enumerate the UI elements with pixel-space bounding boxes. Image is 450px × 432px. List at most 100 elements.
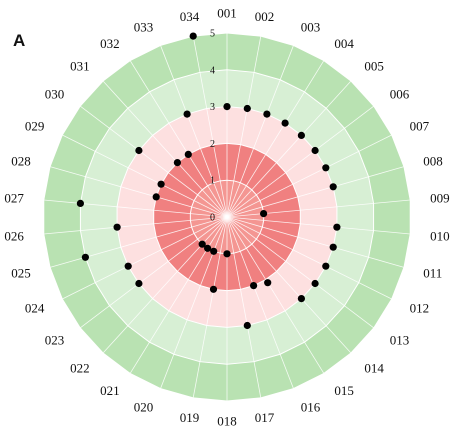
- data-point-033: [183, 110, 191, 118]
- category-labels: 001 0020030040050060070080090100110120130…: [4, 6, 449, 429]
- category-label-034: 034: [180, 9, 200, 24]
- spoke-030: [79, 105, 228, 218]
- data-point-002: [243, 104, 251, 113]
- tick-label-3: 3: [210, 102, 215, 113]
- data-point-022: [198, 240, 206, 248]
- spoke-007: [226, 134, 392, 218]
- category-label-008: 008: [423, 154, 443, 169]
- category-label-004: 004: [334, 36, 354, 51]
- panel-letter: A: [13, 31, 25, 50]
- data-point-016: [250, 282, 258, 290]
- category-label-015: 015: [334, 383, 354, 398]
- spoke-024: [62, 216, 228, 300]
- spoke-019: [192, 216, 228, 398]
- spoke-011: [226, 216, 405, 268]
- radar-grid: [43, 32, 411, 402]
- category-label-003: 003: [301, 19, 321, 34]
- category-label-017: 017: [255, 410, 275, 425]
- data-point-012: [322, 262, 330, 270]
- category-label-022: 022: [70, 360, 90, 375]
- category-label-018: 018: [217, 414, 237, 429]
- spoke-014: [226, 216, 352, 354]
- spoke-003: [226, 45, 294, 218]
- category-label-021: 021: [100, 383, 120, 398]
- tick-label-0: 0: [210, 213, 215, 224]
- data-point-004: [281, 119, 289, 127]
- data-point-027: [76, 199, 84, 207]
- spoke-026: [43, 216, 228, 235]
- spoke-034: [192, 36, 228, 218]
- data-point-024: [124, 262, 132, 270]
- category-label-013: 013: [390, 332, 410, 347]
- data-point-013: [311, 279, 319, 288]
- spoke-033: [160, 45, 228, 218]
- data-point-017: [243, 321, 251, 330]
- spoke-021: [129, 216, 228, 374]
- spoke-028: [49, 166, 228, 218]
- category-label-011: 011: [423, 265, 442, 280]
- data-point-015: [264, 279, 272, 287]
- spoke-017: [226, 216, 262, 398]
- category-label-031: 031: [70, 59, 90, 74]
- category-label-025: 025: [11, 265, 31, 280]
- data-point-032: [184, 150, 192, 158]
- spoke-020: [160, 216, 228, 389]
- category-label-030: 030: [45, 87, 65, 102]
- data-point-008: [329, 183, 337, 191]
- category-label-010: 010: [430, 228, 450, 243]
- category-label-005: 005: [364, 59, 384, 74]
- spoke-023: [79, 216, 228, 329]
- spoke-029: [62, 134, 228, 218]
- data-point-034: [189, 32, 197, 40]
- data-point-025: [81, 253, 89, 261]
- category-label-009: 009: [430, 191, 450, 206]
- category-label-026: 026: [4, 228, 24, 243]
- spoke-006: [226, 105, 375, 218]
- spoke-027: [43, 199, 228, 218]
- category-label-020: 020: [134, 400, 154, 415]
- category-label-002: 002: [255, 9, 275, 24]
- category-label-001: 001: [217, 6, 237, 21]
- data-point-003: [263, 110, 271, 118]
- data-point-007: [322, 164, 330, 172]
- category-label-012: 012: [410, 300, 430, 315]
- data-point-021: [204, 244, 212, 252]
- tick-label-5: 5: [210, 29, 215, 40]
- data-point-031: [173, 159, 181, 167]
- spoke-005: [226, 80, 352, 218]
- category-label-033: 033: [134, 19, 154, 34]
- tick-label-2: 2: [210, 139, 215, 150]
- spoke-031: [102, 80, 228, 218]
- tick-label-4: 4: [210, 65, 215, 76]
- data-points: [76, 32, 341, 330]
- data-point-009: [260, 210, 268, 218]
- data-point-019: [209, 285, 218, 293]
- spoke-010: [226, 216, 411, 235]
- spoke-013: [226, 216, 375, 329]
- tick-label-1: 1: [210, 176, 215, 187]
- category-label-032: 032: [100, 36, 120, 51]
- data-point-029: [157, 180, 165, 188]
- data-point-026: [113, 223, 121, 231]
- data-point-018: [223, 250, 231, 258]
- category-label-029: 029: [25, 119, 45, 134]
- spoke-015: [226, 216, 325, 374]
- data-point-020: [210, 247, 218, 255]
- data-point-005: [297, 131, 305, 139]
- data-point-028: [152, 193, 160, 201]
- data-point-030: [135, 146, 143, 155]
- category-label-027: 027: [4, 191, 24, 206]
- category-label-007: 007: [410, 119, 430, 134]
- category-label-014: 014: [364, 360, 384, 375]
- data-point-010: [333, 223, 341, 231]
- category-label-028: 028: [11, 154, 31, 169]
- data-point-001: [223, 103, 231, 111]
- data-point-014: [297, 295, 305, 303]
- spoke-008: [226, 166, 405, 218]
- data-point-023: [135, 279, 143, 288]
- spoke-016: [226, 216, 294, 389]
- category-label-016: 016: [301, 400, 321, 415]
- spoke-022: [102, 216, 228, 354]
- spoke-025: [49, 216, 228, 268]
